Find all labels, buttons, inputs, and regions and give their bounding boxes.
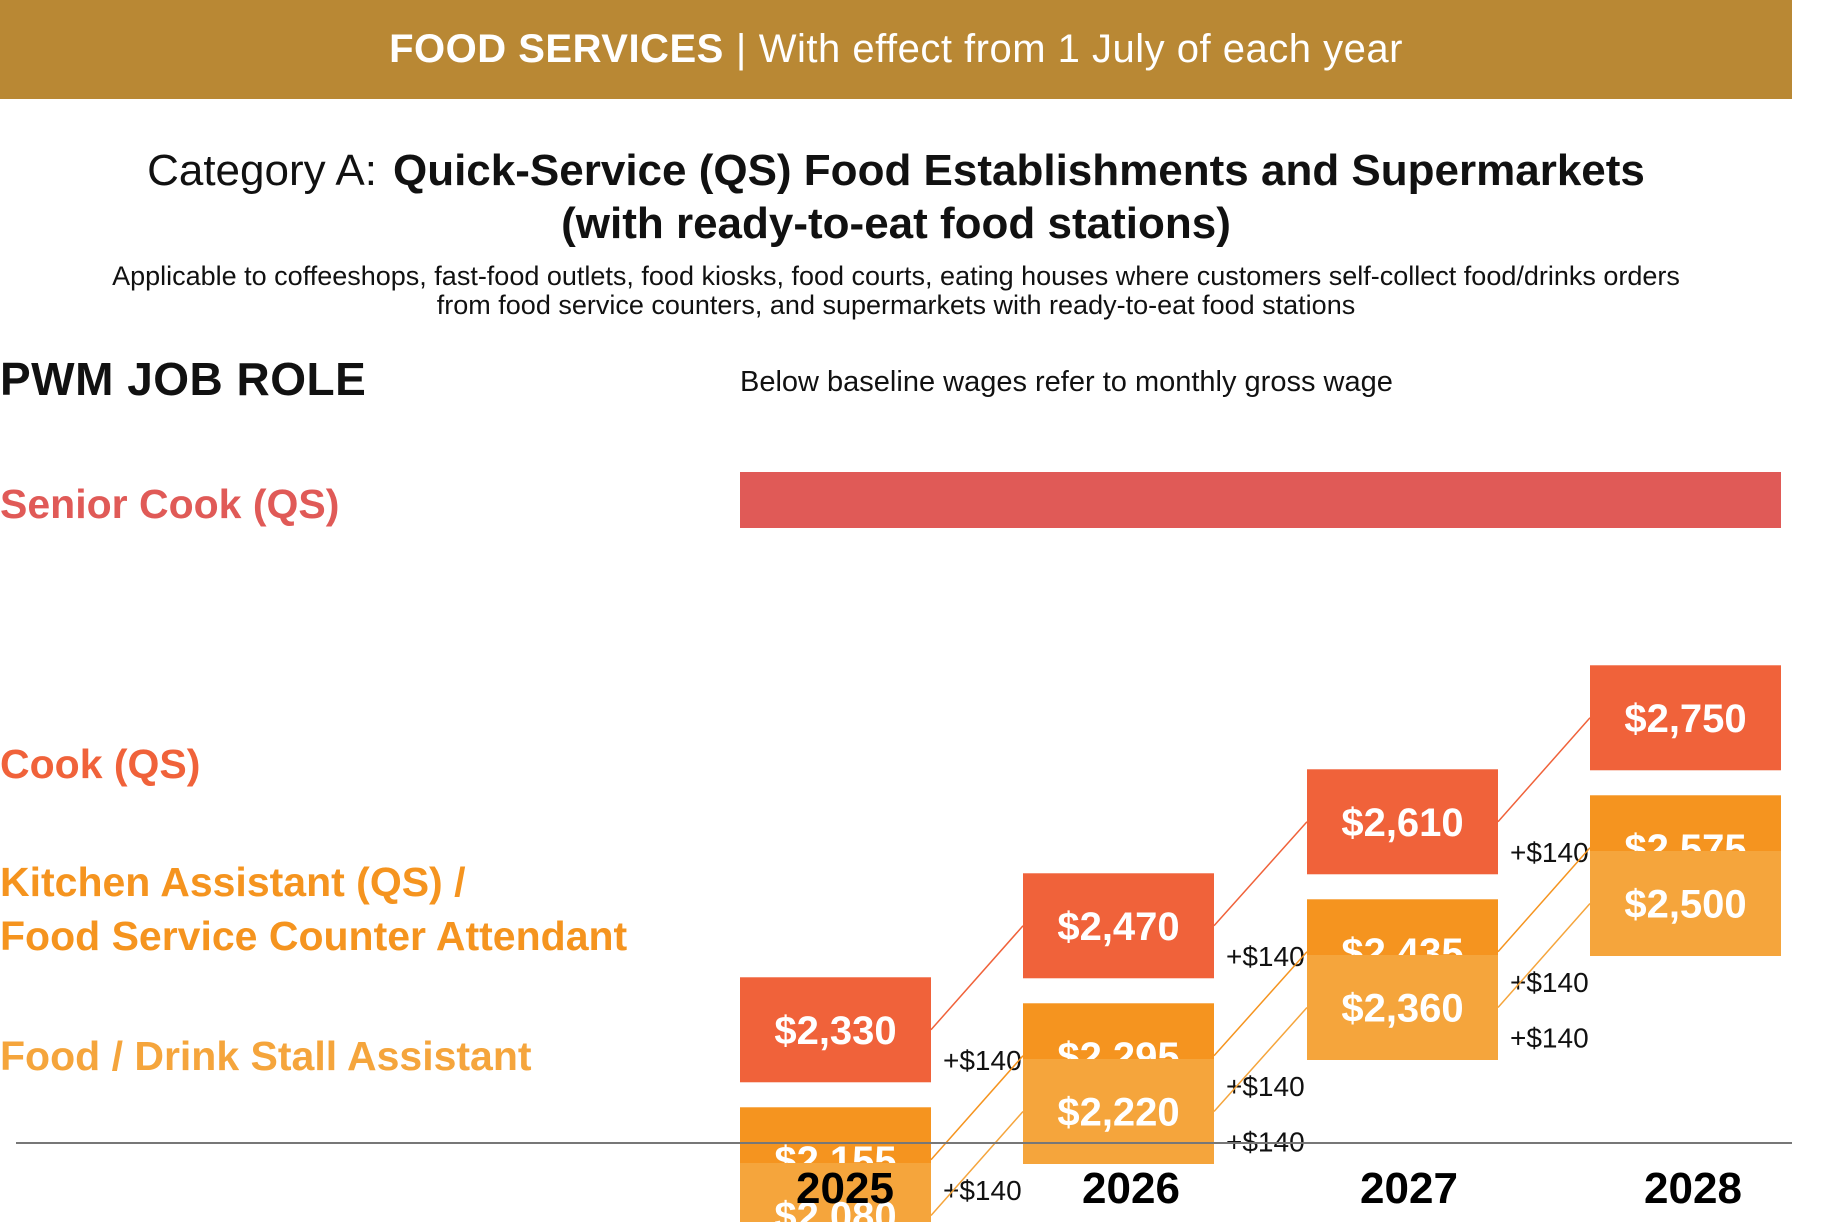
x-tick-label-2027: 2027: [1360, 1164, 1458, 1213]
increment-label-kitchen-assistant-0: +$140: [943, 1175, 1022, 1206]
bar-cook-2025: [740, 977, 931, 1083]
connector-kitchen-assistant-2: [1497, 847, 1591, 953]
data-label-stall-assistant-2028: $2,500: [1624, 883, 1746, 927]
connector-stall-assistant-2: [1497, 903, 1591, 1008]
role-column-header: PWM JOB ROLE: [0, 353, 367, 405]
connector-cook-2: [1497, 717, 1591, 823]
category-title: Category A: Quick-Service (QS) Food Estab…: [0, 144, 1792, 198]
category-title-line1: Quick-Service (QS) Food Establishments a…: [392, 146, 1645, 195]
data-label-stall-assistant-2026: $2,220: [1057, 1091, 1179, 1135]
increment-label-kitchen-assistant-2: +$140: [1510, 967, 1589, 998]
description-line1: Applicable to coffeeshops, fast-food out…: [112, 261, 1680, 291]
role-label-cook: Cook (QS): [0, 741, 201, 787]
connector-kitchen-assistant-1: [1213, 951, 1308, 1057]
increment-label-cook-2: +$140: [1510, 837, 1589, 868]
increment-label-cook-0: +$140: [943, 1045, 1022, 1076]
category-label: Category A:: [147, 146, 377, 195]
connector-cook-1: [1213, 821, 1308, 927]
role-label-senior-cook: Senior Cook (QS): [0, 481, 340, 527]
category-title-line2: (with ready-to-eat food stations): [561, 199, 1231, 248]
description-line2: from food service counters, and supermar…: [436, 290, 1356, 320]
x-tick-label-2026: 2026: [1082, 1164, 1180, 1213]
increment-label-kitchen-assistant-1: +$140: [1226, 1071, 1305, 1102]
role-label-kitchen-assistant: Kitchen Assistant (QS) /: [0, 859, 466, 905]
bar-cook-2027: [1307, 769, 1498, 875]
banner-title: FOOD SERVICES: [389, 27, 724, 71]
connector-stall-assistant-0: [930, 1111, 1024, 1216]
bar-stall-assistant-2026: [1023, 1059, 1214, 1164]
data-label-stall-assistant-2025: $2,080: [774, 1195, 896, 1222]
header-banner: FOOD SERVICES | With effect from 1 July …: [0, 0, 1792, 99]
banner-subtitle: With effect from 1 July of each year: [758, 27, 1403, 71]
bar-cook-2028: [1590, 665, 1781, 771]
data-label-cook-2026: $2,470: [1057, 905, 1179, 949]
increment-label-stall-assistant-2: +$140: [1510, 1023, 1589, 1054]
role-label-stall-assistant: Food / Drink Stall Assistant: [0, 1033, 532, 1079]
bar-stall-assistant-2028: [1590, 851, 1781, 956]
bar-cook-2026: [1023, 873, 1214, 979]
category-description: Applicable to coffeeshops, fast-food out…: [0, 262, 1792, 320]
role-label-food-service-counter: Food Service Counter Attendant: [0, 913, 628, 959]
data-label-cook-2027: $2,610: [1341, 801, 1463, 845]
x-tick-label-2025: 2025: [796, 1164, 894, 1213]
bar-stall-assistant-2027: [1307, 955, 1498, 1060]
data-label-stall-assistant-2027: $2,360: [1341, 987, 1463, 1031]
wage-note: Below baseline wages refer to monthly gr…: [740, 366, 1393, 398]
data-label-cook-2028: $2,750: [1624, 697, 1746, 741]
x-tick-label-2028: 2028: [1644, 1164, 1742, 1213]
increment-label-cook-1: +$140: [1226, 941, 1305, 972]
bar-stall-assistant-2025: [740, 1163, 931, 1222]
connector-stall-assistant-1: [1213, 1007, 1308, 1112]
senior-cook-band: [740, 472, 1781, 528]
banner-separator: |: [735, 27, 747, 71]
connector-cook-0: [930, 925, 1024, 1031]
data-label-cook-2025: $2,330: [774, 1009, 896, 1053]
